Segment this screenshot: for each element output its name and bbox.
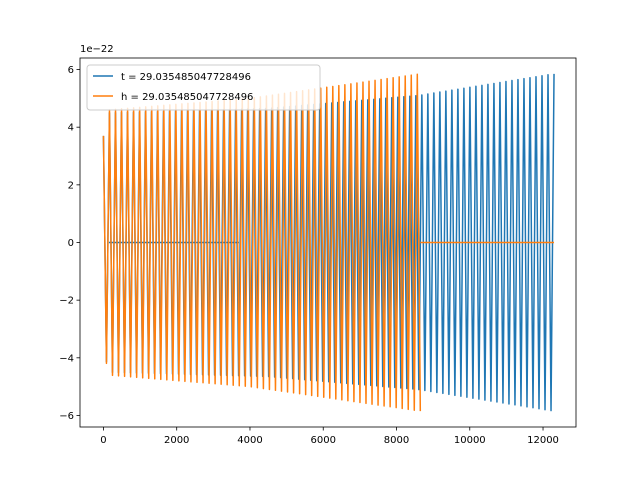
y-tick-label: 4 xyxy=(68,123,74,134)
x-tick-label: 2000 xyxy=(164,435,189,446)
y-offset-text: 1e−22 xyxy=(80,44,114,55)
y-axis: −6 −4 −2 0 2 4 6 xyxy=(59,65,80,422)
y-tick-label: −6 xyxy=(59,411,74,422)
x-axis: 0 2000 4000 6000 8000 10000 12000 xyxy=(100,427,559,446)
plot-lines xyxy=(102,73,555,412)
legend-label-t: t = 29.035485047728496 xyxy=(121,72,251,83)
x-tick-label: 10000 xyxy=(454,435,486,446)
y-tick-label: −2 xyxy=(59,296,74,307)
legend-label-h: h = 29.035485047728496 xyxy=(121,92,253,103)
legend: t = 29.035485047728496 h = 29.03548504772… xyxy=(86,64,321,111)
x-tick-label: 6000 xyxy=(311,435,336,446)
y-tick-label: 6 xyxy=(68,65,74,76)
x-tick-label: 0 xyxy=(100,435,106,446)
legend-box xyxy=(86,64,321,111)
series-h xyxy=(102,73,555,412)
x-tick-label: 8000 xyxy=(384,435,409,446)
y-tick-label: 0 xyxy=(68,238,74,249)
series-line-h xyxy=(102,73,422,412)
x-tick-label: 12000 xyxy=(527,435,559,446)
y-tick-label: −4 xyxy=(59,353,74,364)
x-tick-label: 4000 xyxy=(237,435,262,446)
y-tick-label: 2 xyxy=(68,180,74,191)
